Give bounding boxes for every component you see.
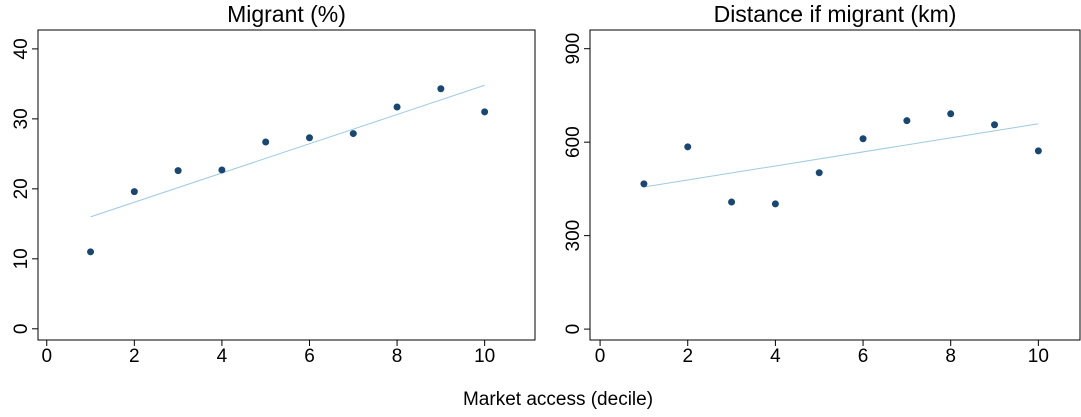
x-tick-label: 4 — [770, 346, 781, 367]
point — [771, 200, 779, 208]
chart-title: Distance if migrant (km) — [714, 1, 957, 27]
chart-title: Migrant (%) — [227, 1, 346, 27]
point — [87, 248, 95, 256]
point — [218, 166, 226, 174]
point — [815, 169, 823, 177]
point — [130, 188, 138, 196]
point — [640, 180, 648, 188]
point — [305, 134, 313, 142]
y-tick-label: 600 — [563, 126, 584, 158]
y-tick-label: 0 — [563, 324, 584, 335]
x-tick-label: 6 — [858, 346, 869, 367]
y-tick-label: 300 — [563, 220, 584, 252]
point — [437, 85, 445, 93]
x-tick-label: 8 — [392, 346, 403, 367]
y-tick-label: 0 — [11, 324, 32, 335]
point — [174, 167, 182, 175]
x-tick-label: 10 — [1028, 346, 1049, 367]
x-axis-label: Market access (decile) — [463, 389, 653, 410]
plot-frame — [37, 29, 536, 341]
y-tick-label: 30 — [11, 108, 32, 129]
x-tick-label: 0 — [41, 346, 52, 367]
y-tick-label: 40 — [11, 38, 32, 59]
x-tick-label: 6 — [304, 346, 315, 367]
point — [262, 138, 270, 146]
point — [728, 198, 736, 206]
fit-line — [643, 123, 1039, 188]
point — [859, 135, 867, 143]
y-tick-label: 900 — [563, 33, 584, 65]
point — [947, 110, 955, 118]
point — [903, 117, 911, 125]
point — [991, 121, 999, 129]
point — [1034, 147, 1042, 155]
point — [684, 143, 692, 151]
x-tick-label: 10 — [474, 346, 495, 367]
x-tick-label: 8 — [945, 346, 956, 367]
fit-line — [90, 84, 485, 218]
point — [481, 108, 489, 116]
point — [349, 130, 357, 138]
x-tick-label: 2 — [129, 346, 140, 367]
point — [393, 103, 401, 111]
x-tick-label: 2 — [682, 346, 693, 367]
x-tick-label: 0 — [595, 346, 606, 367]
y-tick-label: 10 — [11, 248, 32, 269]
y-tick-label: 20 — [11, 178, 32, 199]
x-tick-label: 4 — [217, 346, 228, 367]
plot-frame — [589, 29, 1081, 341]
